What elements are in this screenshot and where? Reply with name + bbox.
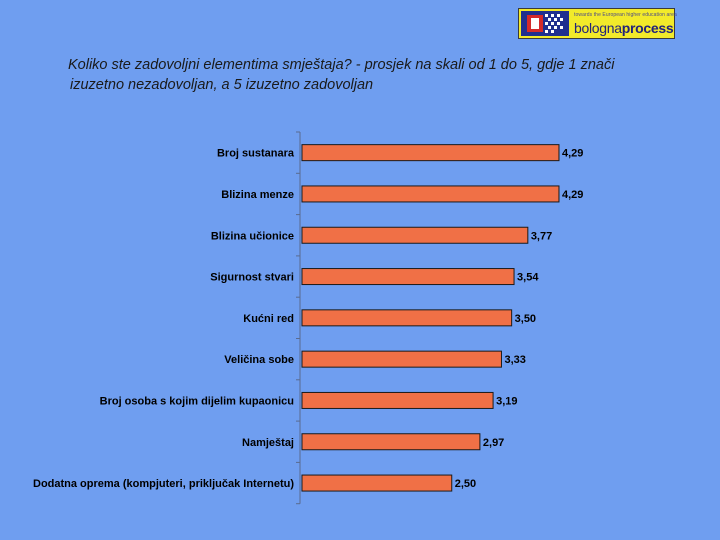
category-label: Namještaj	[242, 437, 294, 449]
bologna-crest-icon	[521, 11, 569, 36]
data-label: 2,97	[483, 437, 504, 449]
slide-title-line2: izuzetno nezadovoljan, a 5 izuzetno zado…	[70, 77, 374, 93]
bar	[301, 185, 560, 203]
category-label: Broj sustanara	[217, 148, 295, 160]
bar	[301, 268, 515, 286]
logo-tagline: towards the European higher education ar…	[574, 12, 677, 18]
logo-brand-part2: process	[621, 20, 674, 36]
category-label: Broj osoba s kojim dijelim kupaonicu	[100, 395, 294, 407]
bar	[301, 144, 560, 162]
logo-brand-part1: bologna	[574, 20, 622, 36]
category-label: Kućni red	[243, 313, 294, 325]
slide-title-line1: Koliko ste zadovoljni elementima smješta…	[68, 57, 615, 73]
data-label: 3,19	[496, 395, 517, 407]
bar	[301, 350, 502, 368]
data-label: 4,29	[562, 148, 583, 160]
data-label: 4,29	[562, 189, 583, 201]
bar	[301, 226, 529, 244]
data-label: 3,33	[504, 354, 525, 366]
data-label: 2,50	[455, 478, 476, 490]
bar	[301, 433, 481, 451]
logo-brand: bolognaprocess	[574, 20, 674, 36]
data-label: 3,77	[531, 230, 552, 242]
slide-title: Koliko ste zadovoljni elementima smješta…	[68, 55, 708, 95]
category-label: Blizina menze	[221, 189, 294, 201]
bar	[301, 474, 453, 492]
bar	[301, 391, 494, 409]
category-label: Sigurnost stvari	[210, 272, 294, 284]
data-label: 3,50	[515, 313, 536, 325]
bologna-process-logo: towards the European higher education ar…	[518, 8, 677, 39]
category-label: Dodatna oprema (kompjuteri, priključak I…	[33, 478, 294, 490]
category-label: Veličina sobe	[224, 354, 294, 366]
data-label: 3,54	[517, 272, 539, 284]
bar	[301, 309, 513, 327]
category-label: Blizina učionice	[211, 230, 294, 242]
